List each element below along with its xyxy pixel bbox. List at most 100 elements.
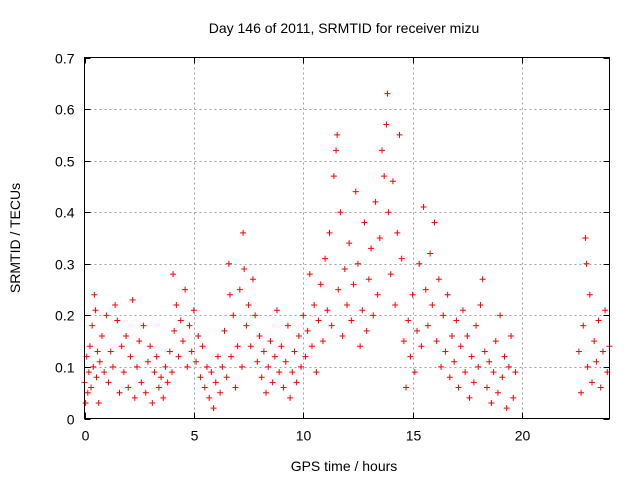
data-point: [107, 348, 114, 355]
data-point: [330, 173, 337, 180]
data-point: [449, 332, 455, 339]
data-point: [90, 363, 97, 370]
data-point: [208, 369, 215, 376]
data-point: [584, 363, 591, 370]
data-point: [103, 312, 110, 319]
data-point: [199, 343, 206, 350]
data-point: [379, 147, 385, 154]
data-point: [348, 317, 355, 324]
data-point: [82, 400, 89, 407]
y-tick-label: 0.1: [55, 360, 75, 376]
data-point: [510, 394, 517, 401]
data-point: [599, 348, 606, 355]
data-point: [387, 271, 394, 278]
data-point: [138, 379, 145, 386]
y-tick-label: 0.6: [55, 102, 75, 118]
data-point: [88, 384, 95, 391]
data-point: [197, 374, 204, 381]
data-point: [427, 250, 434, 257]
data-point: [383, 121, 390, 128]
data-point: [451, 358, 458, 365]
x-tick-label: 15: [406, 428, 422, 444]
data-point: [289, 369, 296, 376]
data-point: [392, 302, 399, 309]
data-point: [319, 338, 326, 345]
y-tick-label: 0.4: [55, 205, 75, 221]
y-axis-label: SRMTID / TECUs: [7, 183, 23, 293]
data-point: [477, 302, 484, 309]
data-point: [512, 369, 519, 376]
data-point: [193, 358, 200, 365]
x-axis-label: GPS time / hours: [291, 458, 398, 474]
data-point: [597, 384, 604, 391]
data-point: [298, 363, 305, 370]
data-point: [140, 322, 147, 329]
data-point: [195, 332, 202, 339]
data-point: [350, 281, 357, 288]
data-point: [136, 338, 143, 345]
data-point: [95, 400, 102, 407]
data-point: [291, 348, 298, 355]
data-point: [116, 389, 123, 396]
data-point: [201, 384, 208, 391]
data-point: [120, 369, 127, 376]
data-point: [315, 317, 322, 324]
data-point: [169, 369, 175, 376]
data-point: [175, 353, 182, 360]
data-point: [93, 374, 100, 381]
data-point: [416, 260, 423, 267]
data-point: [171, 327, 178, 334]
data-point: [240, 229, 247, 236]
data-point: [497, 312, 504, 319]
data-point: [236, 286, 243, 293]
data-point: [223, 374, 230, 381]
data-point: [354, 260, 361, 267]
data-points: [81, 90, 613, 412]
data-point: [147, 343, 154, 350]
data-point: [479, 276, 486, 283]
data-point: [99, 332, 105, 339]
data-point: [151, 369, 158, 376]
data-point: [365, 276, 372, 283]
data-point: [86, 343, 93, 350]
data-point: [293, 379, 300, 386]
data-point: [591, 338, 598, 345]
data-point: [499, 374, 506, 381]
data-point: [263, 389, 270, 396]
data-point: [247, 343, 254, 350]
x-tick-label: 10: [296, 428, 312, 444]
data-point: [470, 379, 477, 386]
data-point: [589, 379, 595, 386]
data-point: [269, 379, 276, 386]
data-point: [444, 291, 451, 298]
data-point: [149, 400, 156, 407]
data-point: [403, 384, 410, 391]
data-point: [475, 363, 482, 370]
data-point: [418, 343, 425, 350]
data-point: [131, 394, 138, 401]
data-point: [84, 389, 91, 396]
data-point: [363, 327, 370, 334]
data-point: [221, 327, 228, 334]
data-point: [420, 204, 427, 211]
data-point: [424, 322, 431, 329]
data-point: [389, 178, 396, 185]
data-point: [109, 363, 116, 370]
data-point: [230, 312, 237, 319]
data-point: [243, 322, 250, 329]
data-point: [334, 131, 341, 138]
data-point: [311, 302, 318, 309]
data-point: [492, 338, 499, 345]
data-point: [431, 219, 438, 226]
data-point: [381, 173, 388, 180]
data-point: [177, 317, 184, 324]
data-point: [214, 353, 221, 360]
data-point: [508, 332, 515, 339]
data-point: [204, 363, 210, 370]
data-point: [173, 302, 180, 309]
data-point: [123, 332, 130, 339]
data-point: [94, 348, 101, 355]
data-point: [580, 322, 587, 329]
data-point: [228, 353, 235, 360]
